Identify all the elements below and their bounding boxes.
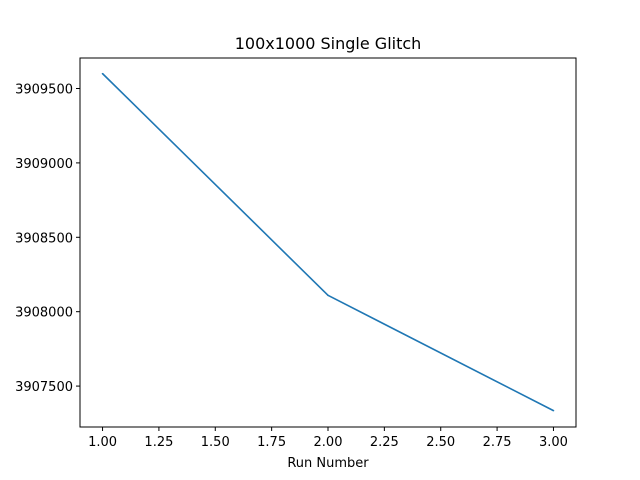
x-tick-label: 3.00	[539, 435, 568, 450]
y-axis-ticks: 3907500 3908000 3908500 3909000 3909500	[15, 83, 80, 395]
x-tick-label: 2.50	[426, 435, 455, 450]
plot-area	[80, 58, 576, 427]
y-tick-label: 3907500	[15, 380, 73, 395]
chart-title: 100x1000 Single Glitch	[235, 34, 422, 53]
x-tick-label: 1.25	[144, 435, 173, 450]
data-point	[552, 409, 555, 412]
x-tick-label: 1.75	[257, 435, 286, 450]
x-axis-title: Run Number	[287, 456, 369, 471]
plot-frame	[79, 57, 577, 428]
y-tick-label: 3908000	[15, 306, 73, 321]
x-tick-label: 2.00	[314, 435, 343, 450]
data-point	[327, 294, 329, 297]
y-tick-label: 3909500	[15, 83, 73, 98]
y-tick-label: 3909000	[15, 157, 73, 172]
x-tick-label: 1.00	[88, 435, 117, 450]
x-axis-ticks: 1.00 1.25 1.50 1.75 2.00 2.25 2.50 2.75 3.00	[88, 427, 568, 450]
y-tick-label: 3908500	[15, 231, 73, 246]
series-layer	[101, 72, 555, 412]
x-tick-label: 2.25	[370, 435, 399, 450]
x-tick-label: 1.50	[201, 435, 230, 450]
data-point	[101, 72, 104, 75]
x-tick-label: 2.75	[483, 435, 512, 450]
